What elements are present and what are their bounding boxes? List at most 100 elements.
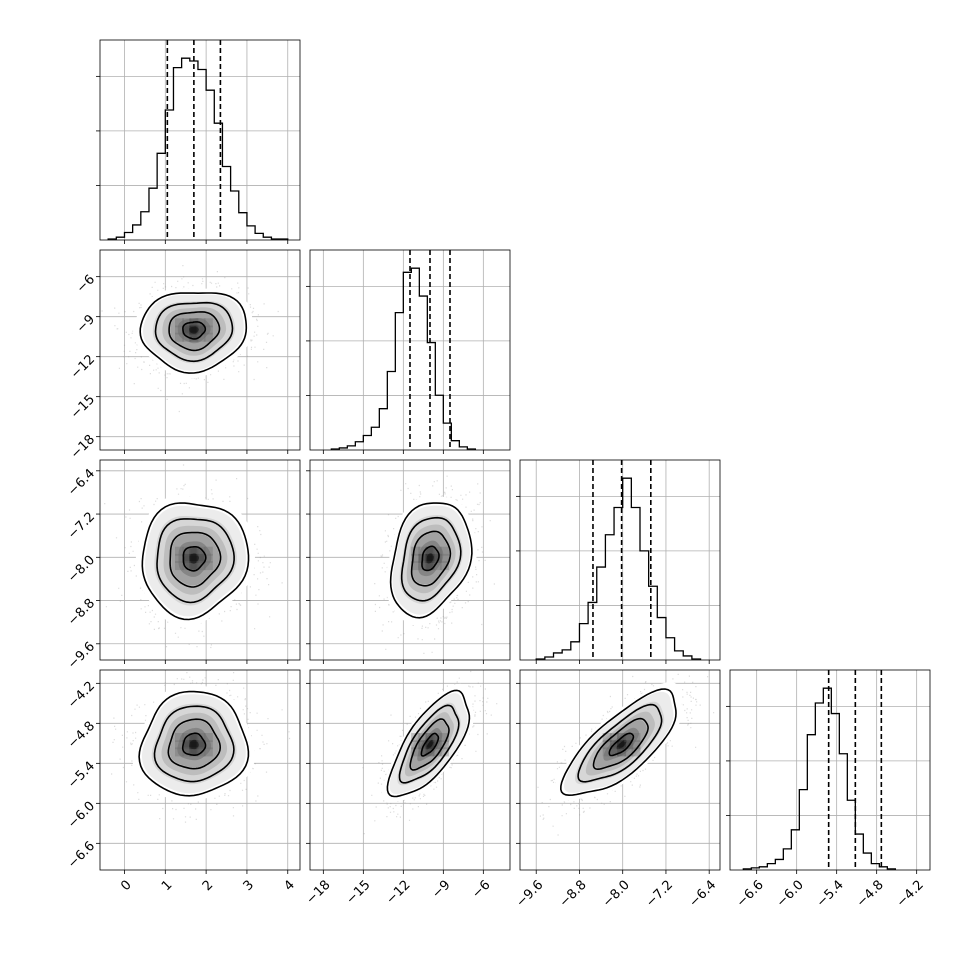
density-cell <box>432 561 442 571</box>
density-cell <box>175 747 184 757</box>
density-cell <box>411 561 421 571</box>
y-tick-label: −15 <box>68 392 98 422</box>
density-cell <box>175 740 184 750</box>
density-fill <box>189 326 199 334</box>
contour-line <box>141 502 250 621</box>
x-tick-label: −5.4 <box>814 878 847 911</box>
density-cell <box>617 740 627 750</box>
x-tick-label: −7.2 <box>643 878 676 911</box>
contour-line <box>182 321 207 340</box>
y-tick-label: −6.6 <box>65 839 98 872</box>
density-cell <box>175 553 184 563</box>
density-cell <box>432 747 442 757</box>
histogram-step <box>107 57 289 240</box>
y-tick-label: −9 <box>74 312 98 336</box>
contour-line <box>386 689 471 798</box>
density-panel <box>309 669 511 871</box>
contour-line <box>559 688 677 797</box>
y-tick-label: −4.8 <box>65 719 98 752</box>
histogram-panel <box>306 249 511 451</box>
density-cell <box>602 733 612 742</box>
contour-line <box>420 732 440 757</box>
density-cell <box>203 325 213 335</box>
panel-frame <box>309 669 511 871</box>
density-cell <box>411 546 421 556</box>
panel-frame <box>519 459 721 661</box>
x-tick-label: −18 <box>304 878 334 908</box>
density-cell <box>203 733 213 742</box>
density-cell <box>182 747 192 757</box>
x-tick-label: −6 <box>469 878 493 902</box>
density-cell <box>182 740 192 750</box>
x-tick-label: 1 <box>159 878 175 894</box>
density-cell <box>411 553 421 563</box>
density-panel <box>99 669 301 871</box>
density-fill <box>189 553 199 564</box>
density-cell <box>609 733 619 742</box>
x-tick-label: 2 <box>200 878 216 894</box>
panel-frame <box>99 39 301 241</box>
density-cell <box>196 325 206 335</box>
y-tick-label: −6.4 <box>65 466 98 499</box>
density-cell <box>411 733 421 742</box>
x-tick-label: −6.6 <box>734 878 767 911</box>
density-cell <box>609 747 619 757</box>
histogram-panel <box>726 669 931 871</box>
x-tick-label: −4.8 <box>854 878 887 911</box>
density-cell <box>203 747 213 757</box>
density-cell <box>196 740 206 750</box>
panel-frame <box>99 459 301 661</box>
panel-frame <box>309 459 511 661</box>
density-cell <box>203 740 213 750</box>
contour-line <box>389 502 473 619</box>
x-tick-label: −9 <box>429 878 453 902</box>
density-cell <box>418 546 428 556</box>
density-cell <box>425 553 435 563</box>
contour-line <box>169 531 222 588</box>
density-panel <box>519 669 721 871</box>
x-tick-label: 3 <box>241 878 257 894</box>
density-cell <box>631 747 641 757</box>
density-fill <box>616 739 627 750</box>
density-panel <box>99 459 301 661</box>
panel-frame <box>309 249 511 451</box>
density-cell <box>196 546 206 556</box>
density-cell <box>602 740 612 750</box>
x-tick-label: −8.0 <box>600 878 633 911</box>
density-cell <box>425 546 435 556</box>
density-cell <box>182 561 192 571</box>
contour-line <box>168 311 221 352</box>
density-cell <box>175 733 184 742</box>
y-tick-label: −12 <box>68 352 98 382</box>
density-cell <box>602 747 612 757</box>
density-cell <box>182 546 192 556</box>
density-cell <box>189 747 199 757</box>
density-cell <box>432 553 442 563</box>
density-cell <box>418 733 428 742</box>
histogram-step <box>742 687 896 870</box>
panel-frame <box>99 249 301 451</box>
panel-frame <box>729 669 931 871</box>
density-cell <box>411 747 421 757</box>
density-cell <box>189 553 199 563</box>
density-cell <box>196 553 206 563</box>
x-tick-label: −6.0 <box>774 878 807 911</box>
density-cell <box>189 546 199 556</box>
x-tick-label: −9.6 <box>513 878 546 911</box>
density-cell <box>175 318 184 328</box>
density-cell <box>624 733 634 742</box>
density-cell <box>203 332 213 342</box>
density-cell <box>432 740 442 750</box>
density-cell <box>175 546 184 556</box>
density-cell <box>411 740 421 750</box>
panel-frame <box>99 669 301 871</box>
density-cell <box>439 561 449 571</box>
y-tick-label: −8.0 <box>65 553 98 586</box>
y-tick-label: −6 <box>74 272 98 296</box>
density-cell <box>418 740 428 750</box>
density-cell <box>189 325 199 335</box>
density-cell <box>203 546 213 556</box>
histogram-step <box>535 477 702 660</box>
contour-line <box>182 546 207 572</box>
contour-line <box>608 732 635 757</box>
